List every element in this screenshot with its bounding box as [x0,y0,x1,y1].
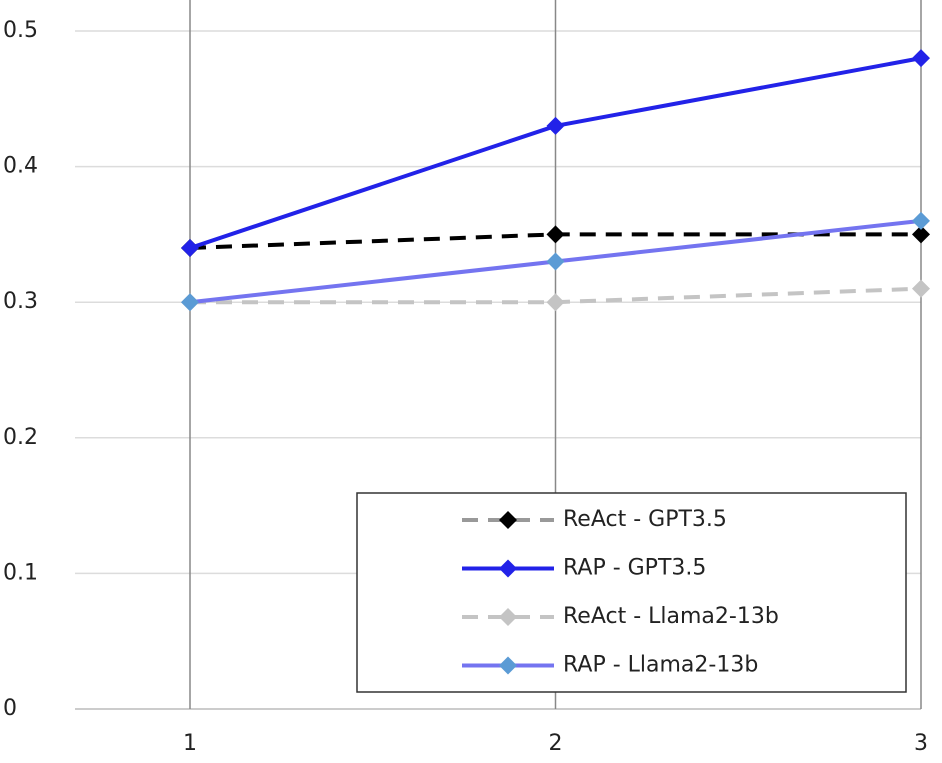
marker [912,279,930,298]
x-tick-label: 3 [914,731,928,756]
y-tick-label: 0.2 [3,425,38,450]
marker [912,211,930,230]
x-tick-label: 1 [183,731,197,756]
marker [546,293,565,312]
marker [912,225,930,244]
legend-marker [499,511,517,529]
legend-marker [499,559,517,578]
marker [546,225,565,244]
marker [181,238,199,257]
legend-label: ReAct - GPT3.5 [563,507,727,532]
marker [546,116,565,135]
legend-marker [499,608,517,626]
x-tick-label: 2 [549,731,563,756]
legend-label: ReAct - Llama2-13b [563,604,779,629]
y-tick-label: 0.3 [3,289,38,314]
legend-box [356,492,907,693]
y-tick-label: 0.1 [3,560,38,585]
legend-label: RAP - GPT3.5 [563,556,706,581]
marker [912,49,930,68]
y-tick-label: 0 [3,696,17,721]
marker [546,252,565,271]
y-tick-label: 0.4 [3,154,38,179]
y-tick-label: 0.5 [3,18,38,43]
legend-marker [499,656,517,675]
legend-label: RAP - Llama2-13b [563,653,758,678]
marker [181,293,199,312]
